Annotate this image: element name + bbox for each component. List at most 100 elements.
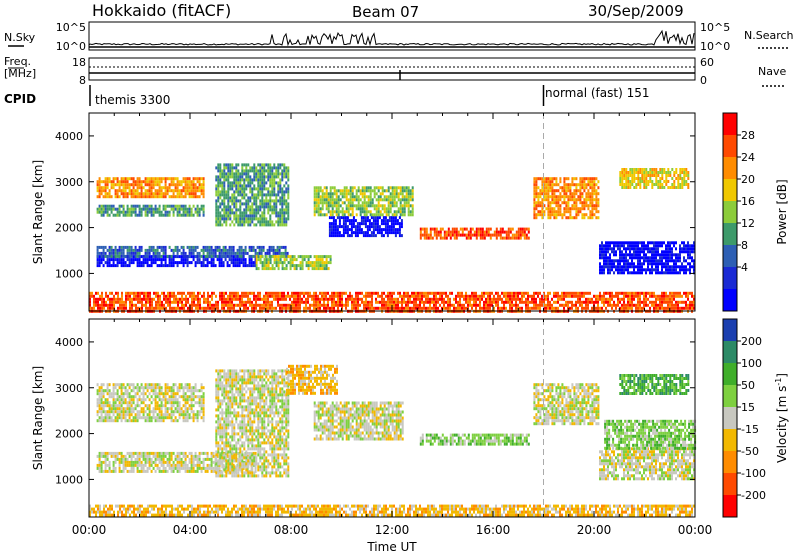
- power-cell: [332, 231, 335, 235]
- power-cell: [293, 297, 295, 301]
- power-cell: [346, 216, 349, 220]
- power-cell: [335, 300, 337, 304]
- power-cell: [241, 187, 244, 191]
- power-cell: [136, 258, 139, 262]
- power-cell: [421, 294, 423, 298]
- power-cell: [138, 186, 141, 190]
- power-cell: [379, 306, 381, 310]
- power-cell: [621, 186, 624, 189]
- power-cell: [619, 171, 622, 174]
- power-cell: [411, 204, 414, 208]
- power-cell: [177, 300, 179, 304]
- power-cell: [259, 217, 262, 221]
- freq-label-line2: [MHz]: [4, 67, 36, 80]
- power-cell: [130, 245, 133, 249]
- power-cell: [273, 294, 275, 298]
- power-cell: [101, 294, 103, 298]
- power-cell: [623, 303, 625, 307]
- power-cell: [361, 192, 364, 196]
- power-cell: [383, 303, 385, 307]
- power-cell: [625, 177, 628, 180]
- power-cell: [371, 294, 373, 298]
- power-cell: [583, 300, 585, 304]
- power-cell: [649, 262, 651, 266]
- power-cell: [539, 192, 542, 196]
- power-cell: [569, 192, 572, 196]
- power-cell: [261, 220, 264, 224]
- power-cell: [543, 213, 546, 217]
- power-cell: [551, 180, 554, 184]
- power-cell: [162, 177, 165, 181]
- power-cell: [104, 195, 107, 199]
- power-cell: [563, 186, 566, 190]
- power-cell: [139, 291, 141, 295]
- power-cell: [445, 236, 448, 240]
- power-cell: [255, 264, 258, 268]
- power-cell: [227, 306, 229, 310]
- power-cell: [259, 258, 262, 262]
- power-cell: [319, 264, 322, 268]
- power-cell: [269, 294, 271, 298]
- power-cell: [391, 186, 394, 190]
- power-cell: [273, 306, 275, 310]
- power-cell: [405, 198, 408, 202]
- power-cell: [389, 198, 392, 202]
- power-cell: [519, 291, 521, 295]
- power-cell: [679, 168, 682, 171]
- power-cell: [679, 265, 681, 269]
- power-cell: [140, 264, 143, 268]
- power-cell: [170, 264, 173, 268]
- power-cell: [118, 254, 121, 258]
- power-cell: [327, 204, 330, 208]
- power-cell: [175, 300, 177, 304]
- power-cell: [509, 236, 512, 240]
- power-cell: [195, 303, 197, 307]
- power-cell: [350, 222, 353, 226]
- power-cell: [159, 306, 161, 310]
- power-cell: [181, 294, 183, 298]
- power-cell: [283, 196, 286, 200]
- power-cell: [297, 297, 299, 301]
- power-cell: [503, 230, 506, 234]
- power-cell: [561, 195, 564, 199]
- power-cell: [677, 259, 679, 263]
- power-cell: [585, 291, 587, 295]
- power-cell: [225, 297, 227, 301]
- power-cell: [313, 297, 315, 301]
- power-cell: [677, 271, 679, 275]
- power-cell: [125, 306, 127, 310]
- power-cell: [635, 256, 637, 260]
- power-cell: [345, 300, 347, 304]
- power-cell: [89, 306, 91, 310]
- power-cell: [403, 204, 406, 208]
- power-cell: [509, 291, 511, 295]
- power-cell: [313, 303, 315, 307]
- power-cell: [619, 268, 621, 272]
- power-cell: [467, 236, 470, 240]
- power-cell: [685, 244, 687, 248]
- power-cell: [499, 306, 501, 310]
- power-cell: [232, 264, 235, 268]
- power-cell: [667, 180, 670, 183]
- power-cell: [679, 256, 681, 260]
- power-cell: [645, 244, 647, 248]
- power-cell: [637, 171, 640, 174]
- power-cell: [243, 208, 246, 212]
- power-cell: [511, 294, 513, 298]
- power-cell: [325, 213, 328, 217]
- power-cell: [289, 255, 292, 259]
- power-cell: [195, 297, 197, 301]
- power-cell: [571, 300, 573, 304]
- power-cell: [287, 193, 290, 197]
- power-cell: [535, 216, 538, 220]
- power-cell: [119, 306, 121, 310]
- power-cell: [621, 256, 623, 260]
- power-cell: [267, 172, 270, 176]
- power-cell: [559, 177, 562, 181]
- power-cell: [587, 297, 589, 301]
- power-cell: [116, 213, 119, 217]
- power-cell: [313, 204, 316, 208]
- power-cell: [521, 300, 523, 304]
- power-cell: [555, 180, 558, 184]
- power-cell: [261, 264, 264, 268]
